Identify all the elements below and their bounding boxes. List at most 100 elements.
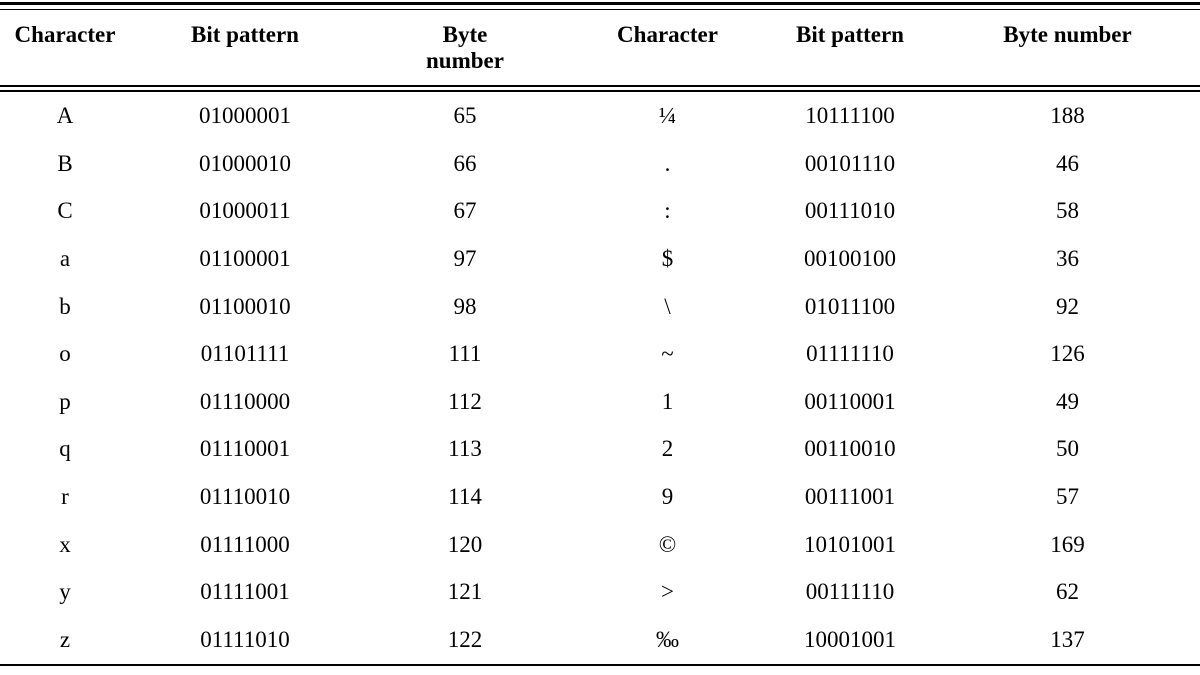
table-cell: 97	[453, 246, 477, 272]
table-cell: ~	[661, 341, 674, 367]
table-cell: r	[61, 483, 69, 509]
table-cell: 01011100	[804, 293, 896, 319]
table-cell: x	[59, 531, 71, 557]
table-row: o 01101111 111 ~01111110 126	[0, 330, 1200, 378]
column-header-label: Byte number	[426, 22, 504, 74]
table-cell: 10101001	[804, 531, 896, 557]
table-cell: .	[664, 150, 671, 176]
table-cell: 46	[1056, 150, 1079, 176]
table-cell: ¼	[658, 103, 677, 129]
column-header-character-left: Character	[0, 10, 130, 85]
table-cell: 00111010	[804, 198, 896, 224]
table-cell: 92	[1056, 293, 1079, 319]
table-cell: 00110001	[804, 388, 896, 414]
table-cell: 98	[453, 293, 477, 319]
column-header-label: Character	[617, 22, 718, 47]
table-cell: 120	[447, 531, 483, 557]
table-cell: 62	[1056, 579, 1079, 605]
table-cell: 188	[1050, 103, 1085, 129]
table-cell: 49	[1056, 388, 1079, 414]
table-cell: 00111110	[805, 579, 895, 605]
column-header-bit-pattern-right: Bit pattern	[765, 10, 935, 85]
column-header-character-right: Character	[570, 10, 765, 85]
table-row: y 01111001 121 >00111110 62	[0, 568, 1200, 616]
table-cell: 01000010	[199, 150, 291, 176]
table-row: z 01111010 122 ‰ 10001001 137	[0, 615, 1200, 663]
table-cell: ‰	[656, 626, 679, 652]
table-body: A 01000001 65 ¼ 10111100 188 B 01000010 66. 00101…	[0, 92, 1200, 663]
table-cell: 01111010	[200, 626, 290, 652]
table-top-double-rule	[0, 2, 1200, 10]
table-cell: \	[664, 293, 671, 319]
table-cell: $	[661, 246, 674, 272]
table-bottom-rule	[0, 664, 1200, 666]
table-cell: 01000011	[199, 198, 291, 224]
table-cell: 137	[1050, 626, 1085, 652]
table-cell: 9	[661, 483, 674, 509]
table-cell: z	[59, 626, 71, 652]
table-cell: 01000001	[199, 103, 291, 129]
table-cell: 1	[661, 388, 674, 414]
table-cell: :	[664, 198, 671, 224]
table-cell: ©	[658, 531, 677, 557]
table-cell: 01111000	[200, 531, 290, 557]
table-row: B 01000010 66. 00101110 46	[0, 140, 1200, 188]
table-cell: 01100001	[199, 246, 291, 272]
table-row: b 01100010 98 \ 01011100 92	[0, 282, 1200, 330]
column-header-byte-number-right: Byte number	[935, 10, 1200, 85]
table-cell: 36	[1056, 246, 1079, 272]
table-cell: 169	[1050, 531, 1085, 557]
table-row: a 01100001 97 $00100100 36	[0, 235, 1200, 283]
table-cell: 58	[1056, 198, 1079, 224]
table-cell: 50	[1056, 436, 1079, 462]
column-header-label: Bit pattern	[796, 22, 904, 47]
table-cell: >	[661, 579, 674, 605]
table-cell: 126	[1050, 341, 1085, 367]
table-cell: 10111100	[805, 103, 895, 129]
table-cell: C	[57, 198, 73, 224]
table-cell: 01111110	[806, 341, 894, 367]
table-cell: 01100010	[199, 293, 291, 319]
table-cell: b	[59, 293, 71, 319]
table-cell: 01110001	[199, 436, 291, 462]
table-cell: 10001001	[804, 626, 896, 652]
table-cell: 00100100	[804, 246, 896, 272]
table-cell: 2	[661, 436, 674, 462]
table-cell: 66	[453, 150, 477, 176]
table-cell: 65	[453, 103, 477, 129]
table-row: r 01110010 114 9 00111001 57	[0, 473, 1200, 521]
table-cell: a	[59, 246, 71, 272]
table-header-bottom-double-rule	[0, 85, 1200, 92]
table-header-row: Character Bit pattern Byte number Charac…	[0, 10, 1200, 85]
table-row: p 01110000 112 1 00110001 49	[0, 377, 1200, 425]
table-cell: 122	[447, 626, 483, 652]
column-header-label: Byte number	[1003, 22, 1132, 47]
table-cell: 57	[1056, 483, 1079, 509]
table-row: q 01110001 113 2 00110010 50	[0, 425, 1200, 473]
table-cell: q	[59, 436, 71, 462]
table-cell: 67	[453, 198, 477, 224]
table-cell: o	[59, 341, 71, 367]
table-cell: 114	[448, 483, 482, 509]
column-header-label: Bit pattern	[191, 22, 299, 47]
table-row: A 01000001 65 ¼ 10111100 188	[0, 92, 1200, 140]
table-cell: A	[56, 103, 74, 129]
table-cell: 01111001	[200, 579, 290, 605]
table-cell: 121	[447, 579, 483, 605]
table-cell: 00101110	[804, 150, 896, 176]
table-cell: 00110010	[804, 436, 896, 462]
table-cell: y	[59, 579, 71, 605]
table-cell: 01110010	[199, 483, 291, 509]
table-row: C 01000011 67: 00111010 58	[0, 187, 1200, 235]
table-cell: p	[59, 388, 71, 414]
table-cell: 113	[448, 436, 482, 462]
table-cell: 01101111	[200, 341, 290, 367]
table-cell: 111	[448, 341, 482, 367]
table-cell: 01110000	[199, 388, 291, 414]
table-cell: 00111001	[804, 483, 896, 509]
table-row: x 01111000 120 © 10101001 169	[0, 520, 1200, 568]
table-cell: B	[57, 150, 73, 176]
column-header-bit-pattern-left: Bit pattern	[130, 10, 360, 85]
column-header-byte-number-left: Byte number	[360, 10, 570, 85]
